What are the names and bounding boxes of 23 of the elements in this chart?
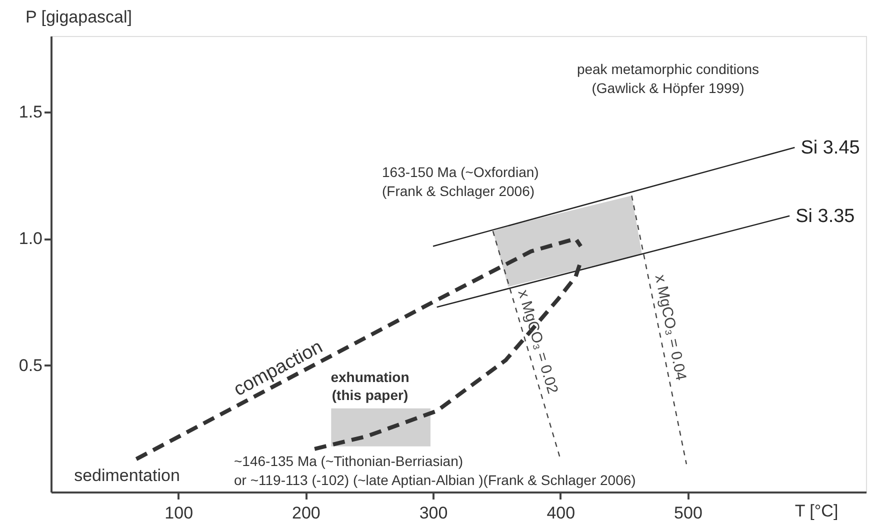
- x-tick-label: 300: [419, 504, 448, 522]
- annotation: (Gawlick & Höpfer 1999): [592, 80, 744, 96]
- annotation: (Frank & Schlager 2006): [382, 183, 535, 199]
- x-axis-title: T [°C]: [794, 502, 838, 520]
- series-label: Si 3.45: [800, 137, 860, 158]
- annotation: 163-150 Ma (~Oxfordian): [382, 164, 539, 180]
- annotation: ~146-135 Ma (~Tithonian-Berriasian): [234, 453, 464, 469]
- x-tick-label: 100: [164, 504, 194, 522]
- y-tick-label: 1.5: [18, 102, 42, 122]
- annotation: peak metamorphic conditions: [576, 61, 760, 77]
- y-tick-label: 0.5: [18, 356, 42, 375]
- annotation: exhumation: [330, 369, 410, 385]
- x-tick-label: 400: [546, 504, 576, 522]
- x-tick-label: 500: [674, 504, 702, 522]
- annotation: or ~119-113 (-102) (~late Aptian-Albian )(Frank & Schlager 2006): [234, 472, 636, 488]
- text: x MgCO₃ = 0.02: [514, 288, 562, 396]
- annotation: sedimentation: [74, 466, 180, 485]
- x-tick-label: 200: [292, 504, 320, 522]
- text: x MgCO₃ = 0.04: [651, 273, 690, 382]
- y-axis-title: P [gigapascal]: [26, 8, 132, 26]
- series-label: Si 3.35: [796, 206, 855, 227]
- annotation: (this paper): [332, 387, 408, 403]
- y-tick-label: 1.0: [18, 229, 42, 248]
